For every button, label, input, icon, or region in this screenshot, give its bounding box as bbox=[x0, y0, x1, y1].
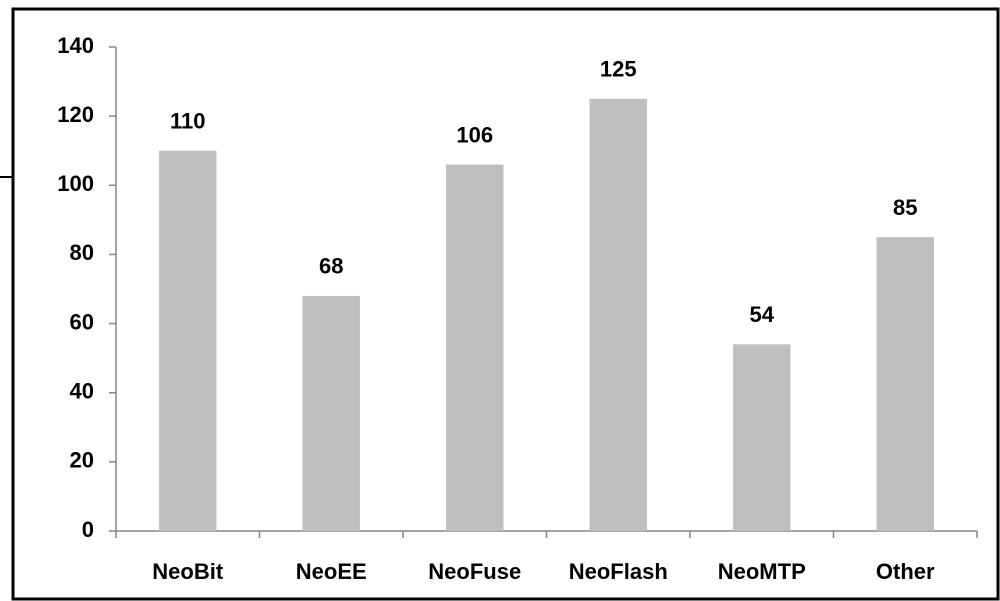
bar bbox=[159, 150, 217, 531]
x-tick-label: NeoEE bbox=[296, 559, 367, 584]
data-label: 125 bbox=[600, 57, 637, 82]
y-tick-label: 0 bbox=[82, 517, 94, 542]
y-tick-label: 40 bbox=[70, 379, 94, 404]
bar bbox=[733, 344, 791, 531]
x-tick-label: NeoFlash bbox=[569, 559, 668, 584]
y-tick-label: 100 bbox=[57, 171, 94, 196]
data-label: 68 bbox=[319, 254, 343, 279]
x-tick-label: NeoFuse bbox=[428, 559, 521, 584]
bar bbox=[876, 237, 934, 531]
y-tick-label: 80 bbox=[70, 240, 94, 265]
y-tick-label: 60 bbox=[70, 309, 94, 334]
data-label: 85 bbox=[893, 195, 917, 220]
y-tick-label: 140 bbox=[57, 33, 94, 58]
y-tick-label: 120 bbox=[57, 102, 94, 127]
data-label: 110 bbox=[170, 109, 206, 134]
x-tick-label: Other bbox=[876, 559, 935, 584]
bar bbox=[446, 164, 504, 532]
x-tick-label: NeoMTP bbox=[718, 559, 806, 584]
y-tick-label: 20 bbox=[70, 448, 94, 473]
data-label: 106 bbox=[456, 122, 493, 147]
bar bbox=[589, 98, 647, 531]
x-tick-label: NeoBit bbox=[152, 559, 224, 584]
data-label: 54 bbox=[750, 302, 775, 327]
bar bbox=[302, 295, 360, 531]
